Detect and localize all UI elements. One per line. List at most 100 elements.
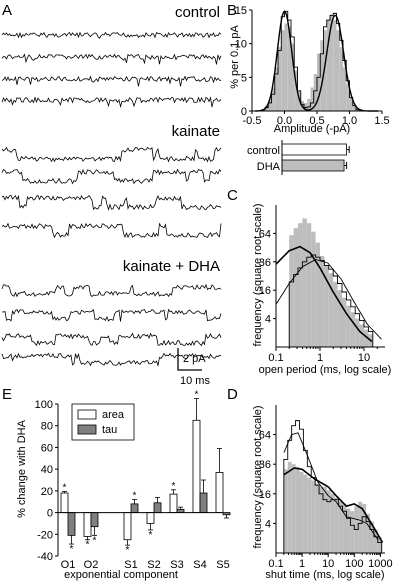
axis-label-c-y: frequency (square root scale) <box>252 203 264 346</box>
histogram-bar <box>278 47 282 111</box>
histogram-bar <box>336 30 340 112</box>
significance-star: * <box>86 540 90 551</box>
histogram-bar <box>330 15 334 112</box>
histogram-bar <box>352 105 356 111</box>
x-tick-label: 0.1 <box>268 558 283 570</box>
histogram-bar <box>310 87 314 111</box>
x-tick-label: 1000 <box>368 558 392 570</box>
panel-letter-b: B <box>227 2 237 19</box>
tau-bar <box>199 492 208 513</box>
x-tick-label: 1.0 <box>342 115 357 127</box>
histogram-bar <box>303 474 308 553</box>
area-bar <box>215 471 224 513</box>
legend-label-tau: tau <box>102 424 117 436</box>
current-trace <box>1 146 222 163</box>
axis-label-c-x: open period (ms, log scale) <box>259 364 392 376</box>
histogram-bar <box>326 20 330 112</box>
y-tick-label: 80 <box>41 421 53 433</box>
inset-label-control: control <box>247 145 280 157</box>
current-trace <box>1 194 222 211</box>
histogram-bar <box>274 67 278 111</box>
x-tick-label: 0.1 <box>268 352 283 364</box>
histogram-step <box>288 254 374 347</box>
axis-label-d-y: frequency (square root scale) <box>252 405 264 548</box>
panel-letter-a: A <box>2 2 12 19</box>
y-tick-label: 64 <box>259 430 271 442</box>
fit-curve <box>275 259 382 340</box>
category-label: O1 <box>61 559 76 571</box>
area-bar <box>169 493 178 513</box>
area-bar <box>192 419 201 513</box>
histogram-bar <box>346 84 350 111</box>
axis-label-b-y: % per 0.1 pA <box>229 25 241 89</box>
y-tick-label: 0 <box>241 106 247 118</box>
histogram-bar <box>346 508 351 553</box>
condition-label-kainate: kainate <box>172 123 220 140</box>
histogram-bar <box>271 87 275 111</box>
histogram-bar <box>333 20 337 112</box>
x-tick-label: 1 <box>317 352 323 364</box>
area-bar <box>60 492 69 513</box>
significance-star: * <box>70 544 74 555</box>
category-label: S4 <box>193 559 206 571</box>
current-trace <box>1 53 222 65</box>
inset-bar <box>281 159 345 172</box>
fit-curve <box>283 467 384 543</box>
chart-b: 0 5 10 15 -0.5 0.0 0.5 1.0 1.5 <box>235 5 390 175</box>
current-trace <box>1 222 222 239</box>
condition-label-control: control <box>175 4 220 21</box>
histogram-bar <box>373 529 378 553</box>
histogram-bar <box>350 312 356 347</box>
x-tick-label: 100 <box>345 558 363 570</box>
current-trace <box>1 168 222 185</box>
histogram-bar <box>338 501 343 553</box>
histogram-bar <box>319 486 323 553</box>
x-tick-label: 10 <box>358 352 370 364</box>
current-trace <box>1 96 222 109</box>
histogram-bar <box>265 105 269 111</box>
axis-label-b-x: Amplitude (-pA) <box>274 123 350 135</box>
histogram-bar <box>294 70 298 111</box>
current-trace <box>1 332 222 347</box>
histogram-bar <box>307 98 311 111</box>
legend-label-area: area <box>102 409 125 421</box>
histogram-bar <box>302 218 307 347</box>
condition-label-kainate-dha: kainate + DHA <box>123 258 220 275</box>
fit-curve <box>275 245 373 343</box>
histogram-bar <box>343 67 347 111</box>
chart-c: 4 16 36 64 0.1 1 10 <box>259 205 385 364</box>
y-tick-label: 10 <box>235 39 247 51</box>
current-trace <box>1 352 222 367</box>
y-tick-label: 64 <box>259 228 271 240</box>
category-label: S2 <box>147 559 160 571</box>
x-tick-label: 0.5 <box>309 115 324 127</box>
tau-bar <box>130 503 139 513</box>
x-tick-label: 1.5 <box>374 115 389 127</box>
significance-star: * <box>149 530 153 541</box>
histogram-bar <box>330 493 335 553</box>
y-tick-label: 4 <box>265 314 271 326</box>
scale-bar: 2 pA 10 ms <box>177 348 210 387</box>
histogram-bar <box>364 329 369 347</box>
histogram-bar <box>362 503 367 553</box>
histogram-bar <box>304 102 308 111</box>
scale-bar-current-label: 2 pA <box>183 353 206 365</box>
histogram-bar <box>315 483 320 553</box>
y-tick-label: 60 <box>41 442 53 454</box>
tau-bar <box>67 512 76 536</box>
histogram-bar <box>284 23 288 111</box>
axis-label-e-y: % change with DHA <box>16 419 28 517</box>
significance-star: * <box>172 481 176 492</box>
y-tick-label: 16 <box>259 489 271 501</box>
scale-bar-time-label: 10 ms <box>180 375 210 387</box>
tau-bar <box>153 502 162 513</box>
current-traces <box>1 31 222 367</box>
histogram-bar <box>350 511 355 553</box>
y-tick-label: 15 <box>235 5 247 17</box>
histogram-bar <box>342 297 347 347</box>
y-tick-label: -20 <box>37 529 53 541</box>
significance-star: * <box>93 535 97 546</box>
axis-label-d-x: shut time (ms, log scale) <box>265 569 384 581</box>
significance-star: * <box>195 390 199 401</box>
